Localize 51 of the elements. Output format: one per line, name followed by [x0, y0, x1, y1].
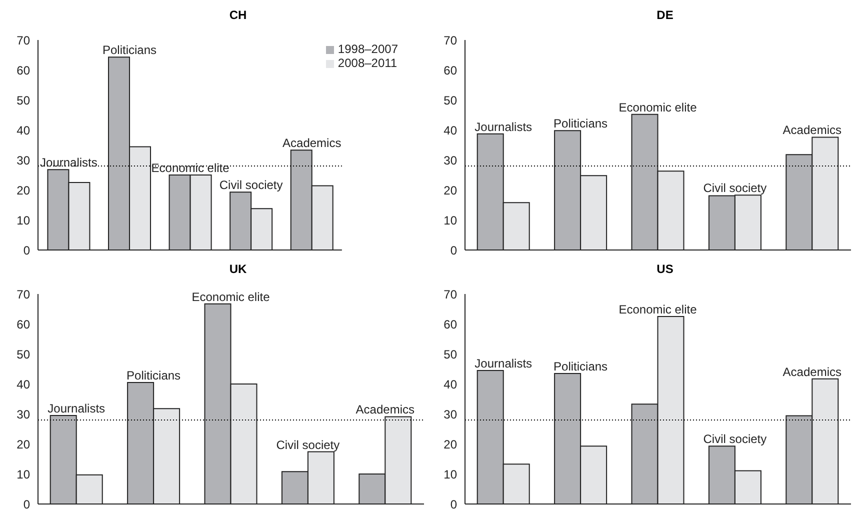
y-tick-label: 50 [16, 93, 30, 108]
y-tick-label: 10 [444, 467, 458, 482]
y-tick-label: 30 [444, 407, 458, 422]
y-tick-label: 0 [450, 243, 458, 258]
chart-title: DE [656, 8, 674, 22]
y-tick-label: 10 [16, 467, 30, 482]
y-tick-label: 0 [23, 243, 30, 258]
y-tick-label: 50 [16, 347, 30, 362]
y-tick-label: 0 [450, 497, 458, 512]
category-label: Economic elite [192, 290, 270, 304]
legend-label: 1998–2007 [338, 42, 398, 56]
y-tick-label: 30 [16, 407, 30, 422]
category-label: Economic elite [618, 302, 697, 316]
y-tick-label: 70 [16, 33, 30, 48]
legend-label: 2008–2011 [338, 56, 398, 70]
y-tick-label: 40 [16, 123, 30, 138]
y-tick-label: 40 [444, 377, 458, 392]
y-tick-label: 30 [444, 153, 458, 168]
x-tick-label: Journalists [474, 120, 532, 134]
category-label: Politicians [126, 368, 181, 382]
y-tick-label: 40 [16, 377, 30, 392]
y-tick-label: 70 [444, 33, 458, 48]
y-tick-label: 20 [16, 437, 30, 452]
y-tick-label: 50 [444, 347, 458, 362]
y-tick-label: 70 [16, 287, 30, 302]
y-tick-label: 60 [16, 63, 30, 78]
y-tick-label: 10 [16, 213, 30, 228]
y-tick-label: 60 [16, 317, 30, 332]
chart-title: US [656, 262, 674, 276]
y-tick-label: 60 [444, 63, 458, 78]
x-tick-label: Academics [782, 123, 842, 138]
y-tick-label: 0 [23, 497, 30, 512]
chart-title: UK [228, 262, 248, 276]
chart-title: CH [228, 8, 248, 22]
category-label: Journalists [474, 356, 532, 370]
category-label: Politicians [554, 360, 608, 374]
y-tick-label: 20 [444, 183, 458, 198]
category-label: Academics [356, 402, 414, 417]
y-tick-label: 10 [444, 213, 458, 228]
y-tick-label: 20 [444, 437, 458, 452]
y-tick-label: 70 [444, 287, 458, 302]
y-tick-label: 40 [444, 123, 458, 138]
y-tick-label: 50 [444, 93, 458, 108]
category-label: Journalists [48, 402, 106, 416]
category-label: Academics [782, 364, 842, 379]
category-label: Civil society [703, 432, 767, 446]
y-tick-label: 60 [444, 317, 458, 332]
x-tick-label: Politicians [554, 116, 608, 131]
y-tick-label: 20 [16, 183, 30, 198]
y-tick-label: 30 [16, 153, 30, 168]
category-label: Civil society [276, 438, 340, 452]
